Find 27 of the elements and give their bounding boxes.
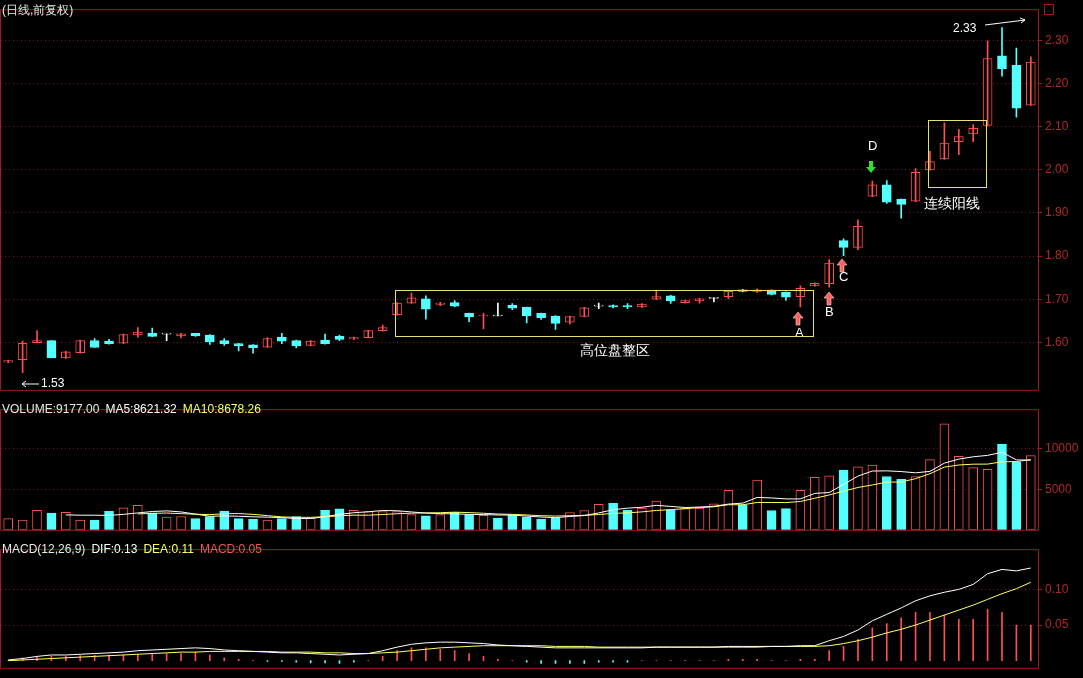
annotation: 2.33 [953, 21, 977, 35]
y-tick-label: 2.20 [1045, 75, 1069, 90]
y-tick-label: 1.60 [1045, 334, 1069, 349]
y-tick-label: 10000 [1045, 441, 1079, 456]
y-tick-label: 2.30 [1045, 32, 1069, 47]
annotation: D [868, 138, 878, 153]
text: MA10:8678.26 [182, 402, 261, 416]
annotation: 连续阳线 [924, 195, 980, 213]
chart-title: MACD(12,26,9) [2, 542, 86, 556]
annotation: 1.53 [41, 376, 65, 390]
y-tick-label: 2.10 [1045, 118, 1069, 133]
y-tick-label: 0.05 [1045, 617, 1069, 632]
annotation: C [839, 269, 849, 284]
text: MACD:0.05 [199, 542, 262, 556]
text: DIF:0.13 [91, 542, 138, 556]
y-tick-label: 1.80 [1045, 248, 1069, 263]
chart-title: VOLUME:9177.00 [2, 402, 100, 416]
annotation: 高位盘整区 [580, 342, 650, 360]
text: DEA:0.11 [143, 542, 194, 556]
chart-title: (日线,前复权) [2, 2, 74, 19]
y-tick-label: 0.10 [1045, 581, 1069, 596]
y-tick-label: 1.70 [1045, 291, 1069, 306]
annotation: B [825, 304, 834, 319]
y-tick-label: 1.90 [1045, 205, 1069, 220]
y-tick-label: 5000 [1045, 481, 1073, 496]
text: MA5:8621.32 [105, 402, 177, 416]
y-tick-label: 2.00 [1045, 162, 1069, 177]
